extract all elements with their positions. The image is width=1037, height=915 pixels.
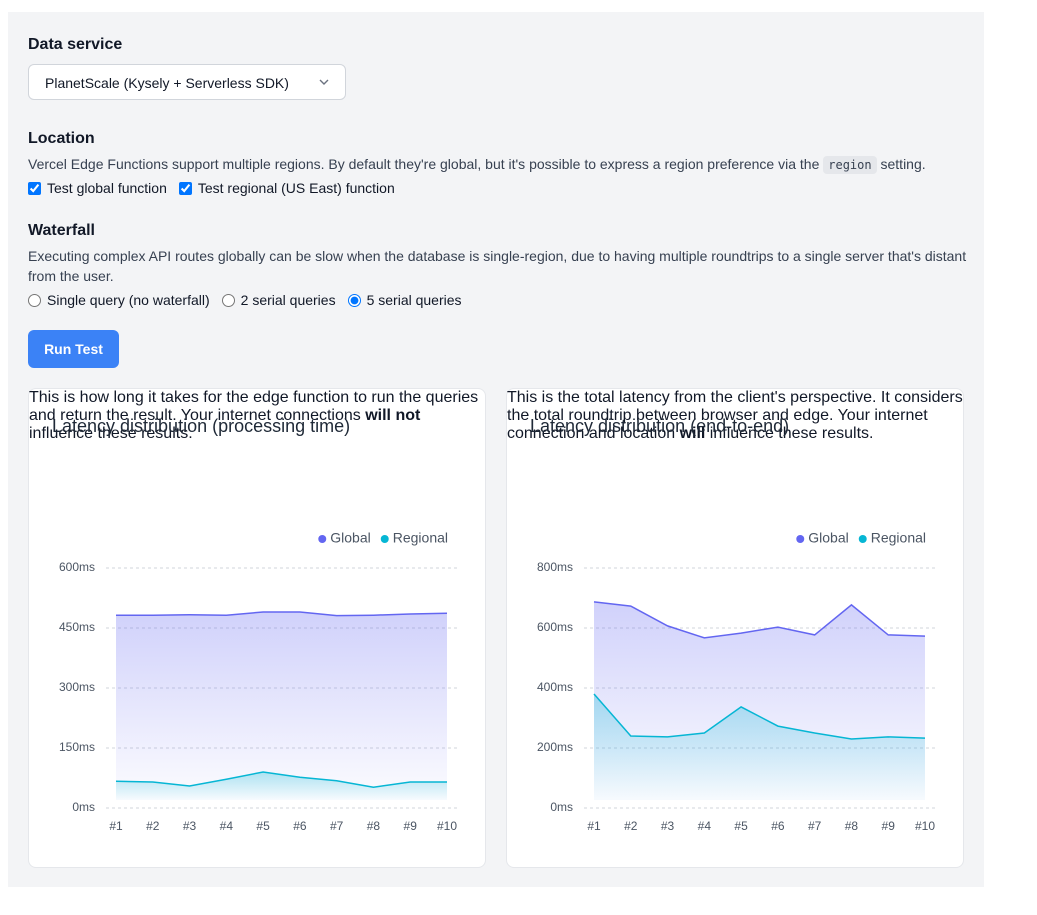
chart: 0ms 150ms 300ms 450ms 600ms #1 #2 #3 #4 #5 #6 #7 #8 #… [59,530,458,833]
radio[interactable] [28,293,41,307]
text: Vercel Edge Functions support multiple r… [28,156,824,172]
y-tick-label: 150ms [59,740,95,754]
option-label: Test global function [47,180,167,196]
chart-title: Latency distribution (end-to-end) [530,416,790,436]
text: will not [365,407,421,424]
legend-label: Global [808,530,848,546]
x-tick-label: #6 [293,819,307,833]
option-label: Test regional (US East) function [197,180,395,196]
legend-dot [318,535,327,543]
x-tick-label: #8 [367,819,381,833]
description: Vercel Edge Functions support multiple r… [28,154,968,175]
checkbox[interactable] [178,181,192,195]
radio[interactable] [221,293,235,307]
y-tick-label: 600ms [59,560,95,574]
area [116,772,447,800]
radio[interactable] [347,293,361,307]
legend-dot [858,535,867,543]
line [593,601,926,639]
chart-description: This is how long it takes for the edge f… [29,389,485,443]
x-tick-label: #1 [587,819,601,833]
chart-card: Latency distribution (processing time) Th… [28,388,486,868]
heading: Waterfall [28,222,95,239]
label: Data service [28,36,123,53]
x-tick-label: #5 [256,819,270,833]
checkboxes: Test global function Test regional (US Ea… [28,180,395,196]
panel: Data service PlanetScale (Kysely + Serve… [8,12,984,887]
radio-option: 5 serial queries [347,292,462,308]
option-label: Single query (no waterfall) [47,292,210,308]
legend-label: Regional [393,530,448,546]
chart-card: Latency distribution (end-to-end) This is… [506,388,964,868]
area [594,694,925,800]
legend-dot [796,535,805,543]
text: This is how long it takes for the edge f… [29,389,479,424]
line [116,611,448,617]
x-tick-label: #4 [698,819,712,833]
x-tick-label: #9 [404,819,418,833]
y-tick-label: 200ms [537,740,573,754]
y-tick-label: 400ms [537,680,573,694]
x-tick-label: #10 [915,819,935,833]
x-tick-label: #3 [183,819,197,833]
chevron [319,79,329,85]
text: setting. [876,156,926,172]
checkbox-option: Test regional (US East) function [178,180,395,196]
code: region [823,156,877,174]
area [116,612,447,800]
legend-label: Global [330,530,370,546]
chart-description: This is the total latency from the clien… [507,389,963,443]
run-button[interactable]: Run Test [28,330,119,368]
checkbox-option: Test global function [28,180,167,196]
heading: Location [28,130,95,147]
x-tick-label: #8 [845,819,859,833]
x-tick-label: #7 [808,819,822,833]
y-tick-label: 450ms [59,620,95,634]
y-tick-label: 800ms [537,560,573,574]
line [115,771,447,788]
radio-option: 2 serial queries [221,292,336,308]
text: will [679,425,706,442]
option-label: 5 serial queries [366,292,462,308]
select-value: PlanetScale (Kysely + Serverless SDK) [45,75,289,91]
chart-title: Latency distribution (processing time) [52,416,351,436]
x-tick-label: #2 [624,819,638,833]
legend-dot [380,535,389,543]
x-tick-label: #2 [146,819,160,833]
radios: Single query (no waterfall) 2 serial quer… [28,292,462,308]
line [593,693,926,740]
description: Executing complex API routes globally ca… [28,248,967,284]
y-tick-label: 0ms [550,800,573,814]
x-tick-label: #6 [771,819,785,833]
x-tick-label: #3 [661,819,675,833]
option-label: 2 serial queries [240,292,336,308]
x-tick-label: #5 [734,819,748,833]
x-tick-label: #10 [437,819,457,833]
y-tick-label: 300ms [59,680,95,694]
x-tick-label: #9 [882,819,896,833]
radio-option: Single query (no waterfall) [28,292,210,308]
text: influence these results. [29,425,193,442]
y-tick-label: 600ms [537,620,573,634]
x-tick-label: #7 [330,819,344,833]
select[interactable]: PlanetScale (Kysely + Serverless SDK) [28,64,346,100]
legend-label: Regional [871,530,926,546]
text: influence these results. [705,425,874,442]
x-tick-label: #4 [220,819,234,833]
text: This is the total latency from the clien… [507,389,963,442]
checkbox[interactable] [28,181,41,195]
y-tick-label: 0ms [72,800,95,814]
chart: 0ms 200ms 400ms 600ms 800ms #1 #2 #3 #4 #5 #6 #7 #8 #… [537,530,936,833]
x-tick-label: #1 [109,819,123,833]
